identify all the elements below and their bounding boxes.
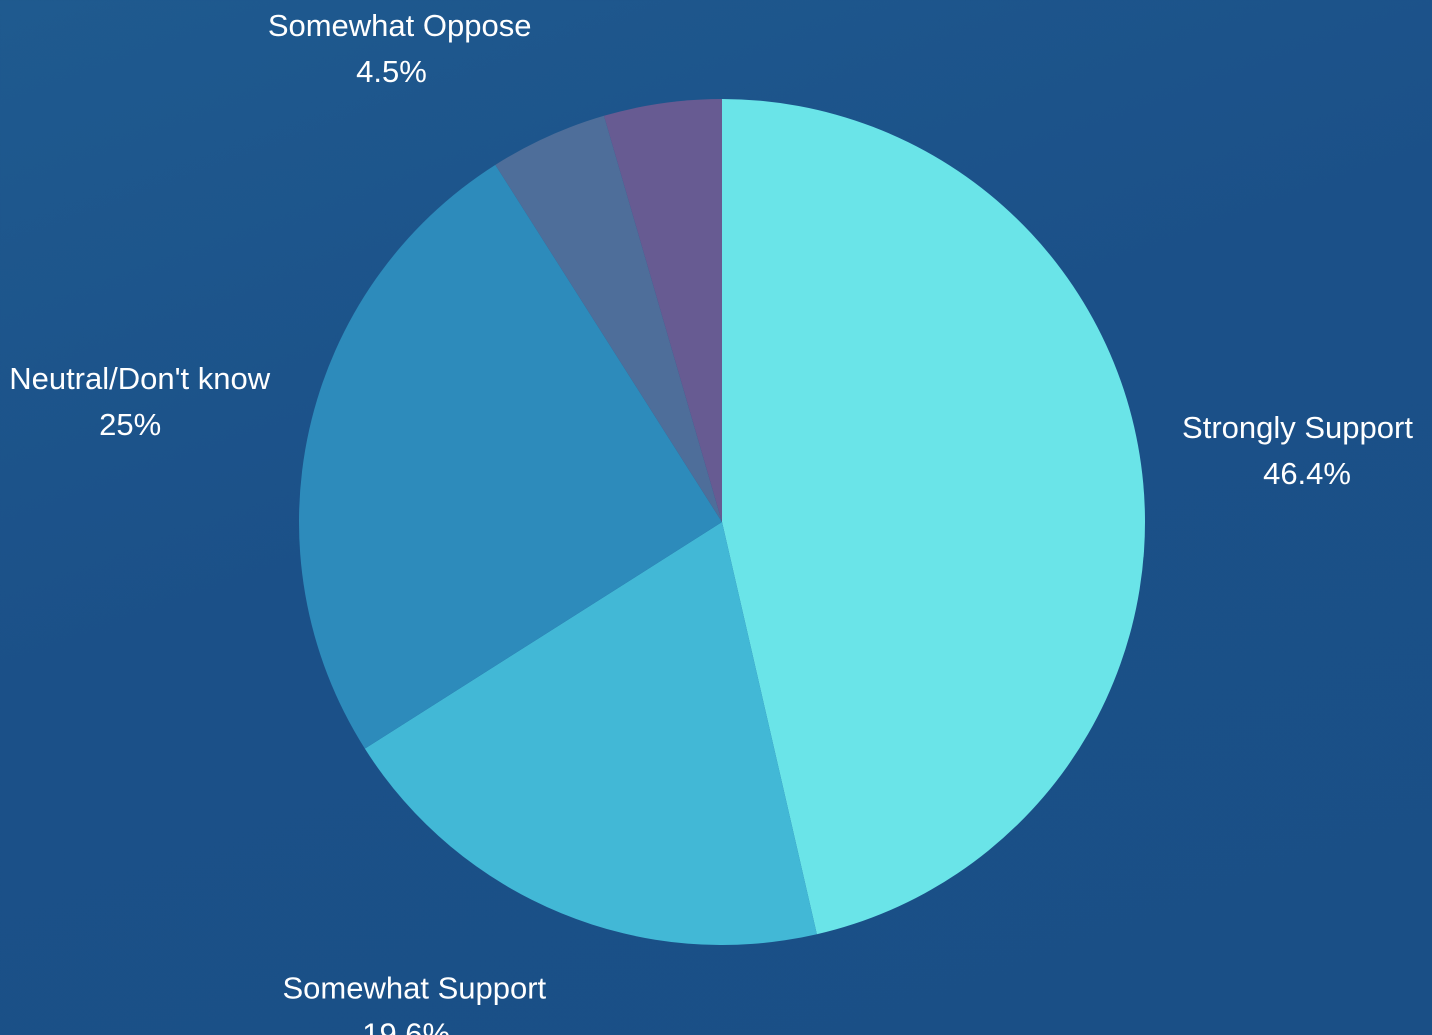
slice-label: Strongly Support bbox=[1182, 410, 1413, 445]
slice-value-label: 4.5% bbox=[356, 54, 427, 89]
slice-value-label: 25% bbox=[99, 407, 161, 442]
pie-slice bbox=[298, 164, 722, 749]
pie-slice bbox=[495, 115, 722, 522]
slice-label: Neutral/Don't know bbox=[9, 361, 271, 396]
slice-label: Somewhat Oppose bbox=[268, 8, 532, 43]
slice-value-label: 19.6% bbox=[362, 1016, 450, 1035]
slice-label: Somewhat Support bbox=[283, 970, 547, 1005]
pie-slice bbox=[603, 99, 722, 522]
slice-value-label: 46.4% bbox=[1263, 456, 1351, 491]
pie-slice bbox=[722, 99, 1145, 935]
pie-slice bbox=[364, 522, 817, 945]
